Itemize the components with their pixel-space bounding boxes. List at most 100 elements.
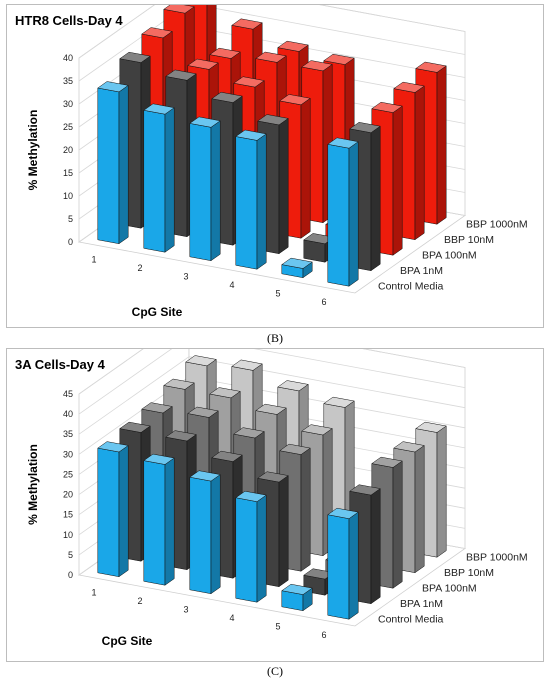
gridline	[78, 5, 466, 82]
chart-panel-htr8: HTR8 Cells-Day 4 0 5 10 15 20 25 30 35 40 1 2 3 4 5 6 C…	[6, 4, 544, 328]
bar-top	[165, 69, 197, 81]
y-tick-label: 45	[63, 389, 73, 399]
x-tick-label: 6	[321, 297, 326, 307]
y-tick-label: 15	[63, 510, 73, 520]
x-axis-title: CpG Site	[132, 305, 183, 319]
bar-side	[164, 457, 175, 586]
bar	[235, 490, 267, 603]
y-axis-title: % Methylation	[26, 444, 40, 525]
series-label: BBP 10nM	[444, 567, 494, 579]
bar-side	[414, 445, 425, 574]
x-tick-label: 4	[229, 280, 234, 290]
gridline	[78, 5, 466, 59]
bar-top	[141, 402, 173, 414]
y-tick-label: 15	[63, 168, 73, 178]
bar-front	[327, 514, 350, 620]
bar	[97, 441, 129, 578]
bar-top	[323, 396, 355, 408]
series-label: BPA 1nM	[400, 598, 443, 610]
bar	[327, 507, 359, 620]
bar-top	[185, 355, 217, 367]
bar	[281, 257, 313, 279]
y-tick-label: 25	[63, 122, 73, 132]
y-tick-label: 40	[63, 53, 73, 63]
bar-top	[235, 129, 267, 141]
bar-top	[281, 257, 313, 269]
y-tick-label: 35	[63, 76, 73, 86]
x-tick-label: 6	[321, 630, 326, 640]
y-tick-label: 0	[68, 237, 73, 247]
bar-side	[164, 107, 175, 253]
bar-side	[436, 65, 447, 225]
bar-top	[415, 421, 447, 433]
bar-side	[392, 105, 403, 256]
bar-side	[370, 488, 381, 605]
bar-top	[189, 470, 221, 482]
bar-top	[255, 403, 287, 415]
x-tick-label: 5	[275, 288, 280, 298]
y-tick-label: 10	[63, 530, 73, 540]
bar-top	[187, 58, 219, 70]
bar-top	[349, 122, 381, 133]
bar-top	[257, 114, 289, 126]
y-tick-label: 0	[68, 570, 73, 580]
bar-top	[235, 490, 267, 502]
bar-top	[189, 116, 221, 128]
series-label: Control Media	[378, 280, 444, 292]
bar-front	[143, 109, 166, 253]
x-tick-label: 3	[183, 271, 188, 281]
panel-label-c: (C)	[267, 664, 283, 678]
bar-top	[231, 18, 263, 30]
bar-side	[348, 511, 359, 620]
bar-side	[210, 120, 221, 262]
bar-front	[143, 460, 166, 586]
x-tick-label: 2	[137, 596, 142, 606]
bar-top	[211, 450, 243, 462]
bar-front	[235, 136, 258, 270]
bar-top	[327, 507, 359, 519]
bar-front	[97, 447, 120, 578]
bar-top	[371, 101, 403, 113]
x-tick-label: 1	[91, 587, 96, 597]
bar-side	[348, 141, 359, 287]
chart-title: HTR8 Cells-Day 4	[15, 13, 123, 28]
bar-top	[187, 406, 219, 418]
bar-side	[300, 97, 311, 239]
bar-top	[257, 471, 289, 483]
chart-title: 3A Cells-Day 4	[15, 357, 105, 372]
bar-top	[119, 421, 151, 433]
bar-side	[256, 133, 267, 270]
bar-side	[256, 494, 267, 603]
y-tick-label: 10	[63, 191, 73, 201]
bar-top	[393, 441, 425, 453]
panel-label-b: (B)	[267, 331, 283, 345]
bar-top	[97, 441, 129, 453]
bar-side	[278, 475, 289, 588]
gridline	[78, 356, 466, 435]
bar-top	[279, 94, 311, 106]
bar-top	[415, 61, 447, 73]
bar-top	[277, 380, 309, 392]
series-label: BPA 1nM	[400, 265, 443, 277]
bar-top	[163, 5, 195, 14]
y-tick-label: 30	[63, 449, 73, 459]
bar-top	[211, 91, 243, 103]
bar-top	[371, 456, 403, 468]
y-axis-title: % Methylation	[26, 110, 40, 191]
chart-panel-3a: 3A Cells-Day 4 0 5 10 15 20 25 30 35 40 45 1 2 3 4 5 6 C…	[6, 348, 544, 662]
bar	[189, 116, 221, 262]
bar-top	[163, 378, 195, 390]
bar-top	[143, 103, 175, 115]
bar-top	[141, 27, 173, 39]
series-label: Control Media	[378, 613, 444, 625]
bar-top	[231, 359, 263, 371]
bar-top	[327, 137, 359, 149]
bar-top	[119, 51, 151, 63]
bar-front	[189, 476, 212, 595]
bar-top	[393, 81, 425, 93]
series-label: BPA 100nM	[422, 582, 477, 594]
bar-top	[323, 53, 355, 65]
y-tick-label: 20	[63, 145, 73, 155]
x-tick-label: 2	[137, 263, 142, 273]
